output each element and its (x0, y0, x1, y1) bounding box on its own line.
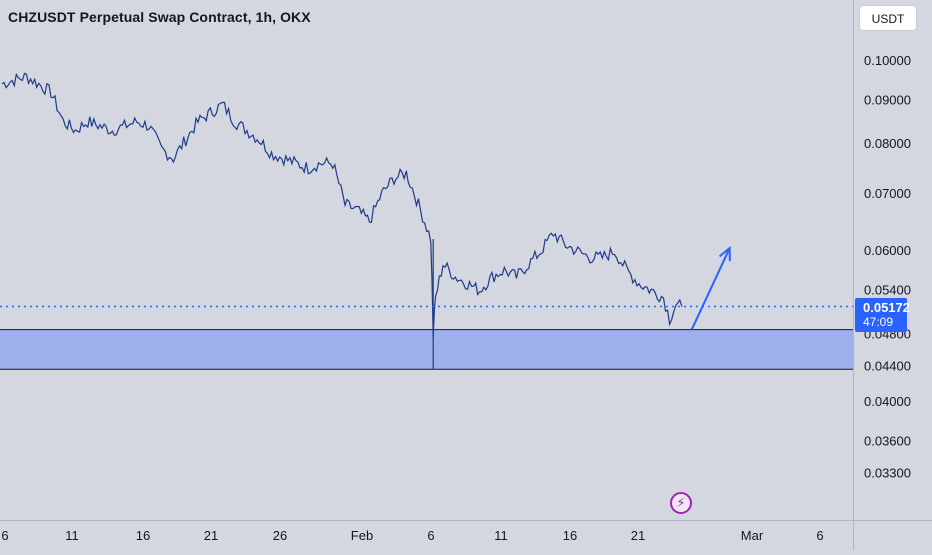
x-tick-label: 26 (273, 528, 287, 543)
last-price-label: 0.05172 (863, 300, 910, 315)
price-series-line (1, 72, 683, 337)
y-tick-label: 0.04000 (864, 394, 911, 409)
y-tick-label: 0.03600 (864, 433, 911, 448)
price-axis-panel (853, 0, 932, 550)
projection-arrow-head (718, 246, 731, 262)
y-tick-label: 0.04400 (864, 359, 911, 374)
currency-button[interactable]: USDT (859, 5, 917, 31)
y-tick-label: 0.07000 (864, 186, 911, 201)
last-price-badge: 0.05172 47:09 (855, 298, 910, 332)
x-tick-label: 6 (427, 528, 434, 543)
y-tick-label: 0.10000 (864, 53, 911, 68)
y-tick-label: 0.05400 (864, 282, 911, 297)
x-tick-label: 6 (1, 528, 8, 543)
x-tick-label: Feb (351, 528, 373, 543)
projection-arrow-shaft (690, 247, 731, 331)
x-tick-label: 6 (816, 528, 823, 543)
y-tick-label: 0.03300 (864, 466, 911, 481)
x-tick-label: 11 (65, 528, 79, 543)
x-tick-label: 11 (494, 528, 508, 543)
x-tick-label: Mar (741, 528, 764, 543)
lightning-icon[interactable]: ⚡ (670, 492, 692, 514)
x-tick-label: 16 (136, 528, 150, 543)
bar-countdown-label: 47:09 (863, 315, 894, 329)
y-tick-label: 0.06000 (864, 243, 911, 258)
y-tick-label: 0.08000 (864, 136, 911, 151)
chart-title: CHZUSDT Perpetual Swap Contract, 1h, OKX (8, 9, 311, 25)
support-zone (0, 329, 853, 370)
x-tick-label: 16 (563, 528, 577, 543)
y-tick-label: 0.09000 (864, 92, 911, 107)
x-tick-label: 21 (204, 528, 218, 543)
x-tick-label: 21 (631, 528, 645, 543)
